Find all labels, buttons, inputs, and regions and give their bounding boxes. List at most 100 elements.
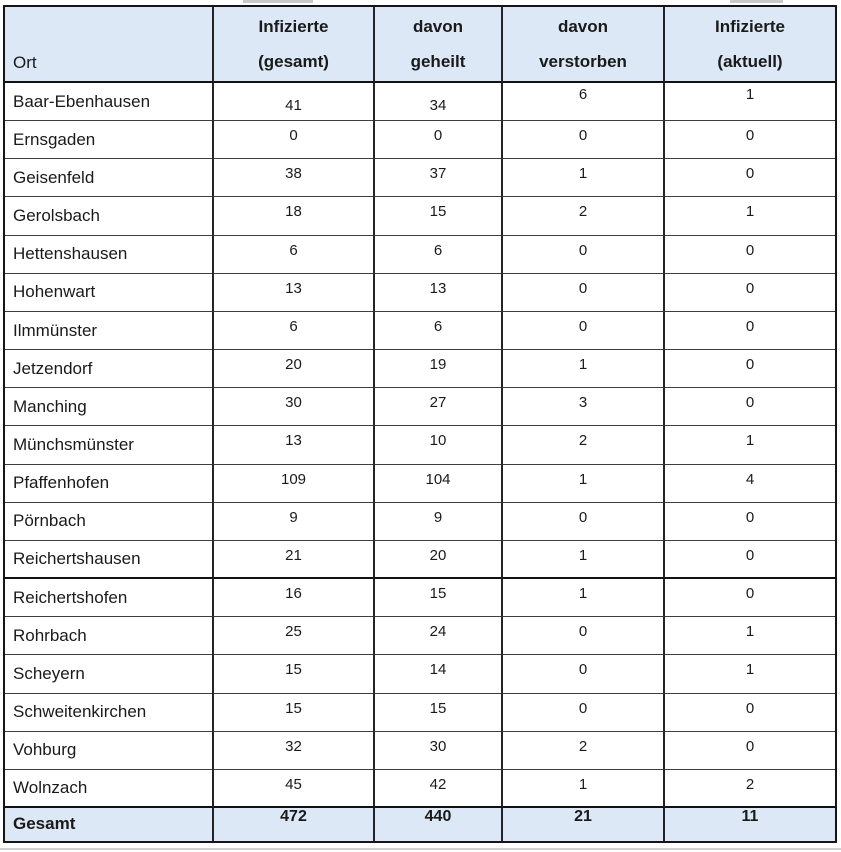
column-header-line: davon: [557, 16, 609, 36]
column-header-infizierte-gesamt: Infizierte (gesamt): [214, 7, 375, 83]
infizierte-gesamt-cell: 16: [214, 579, 375, 618]
ort-cell: Gerolsbach: [5, 197, 214, 236]
davon-geheilt-cell: 37: [375, 159, 503, 198]
column-header-infizierte-aktuell: Infizierte (aktuell): [665, 7, 835, 83]
davon-geheilt-cell: 20: [375, 540, 503, 580]
column-header-line: Infizierte: [715, 16, 785, 36]
ort-cell: Reichertshausen: [5, 540, 214, 580]
davon-geheilt-cell: 104: [375, 464, 503, 503]
column-header-ort: Ort: [5, 7, 214, 83]
ort-cell: Münchsmünster: [5, 426, 214, 465]
davon-verstorben-cell: 1: [503, 464, 665, 503]
infizierte-aktuell-cell: 0: [665, 236, 835, 274]
davon-verstorben-cell: 1: [503, 540, 665, 580]
davon-verstorben-cell: 1: [503, 769, 665, 808]
davon-verstorben-cell: 2: [503, 197, 665, 236]
davon-geheilt-cell: 6: [375, 235, 503, 274]
infizierte-aktuell-cell: 2: [665, 770, 835, 808]
infizierte-aktuell-cell: 1: [665, 655, 835, 694]
infizierte-aktuell-cell: 0: [665, 694, 835, 732]
davon-geheilt-cell: 13: [375, 273, 503, 312]
ort-cell: Hohenwart: [5, 273, 214, 312]
ort-cell: Ernsgaden: [5, 121, 214, 160]
davon-verstorben-cell: 1: [503, 159, 665, 198]
davon-geheilt-cell: 6: [375, 311, 503, 351]
ort-cell: Pörnbach: [5, 502, 214, 541]
davon-geheilt-cell: 24: [375, 617, 503, 656]
ort-cell: Hettenshausen: [5, 235, 214, 274]
infizierte-aktuell-cell: 0: [665, 121, 835, 160]
davon-verstorben-cell: 3: [503, 388, 665, 427]
page-top-artifact-right: [730, 0, 783, 3]
davon-verstorben-cell: 0: [503, 502, 665, 541]
davon-geheilt-cell: 10: [375, 426, 503, 465]
davon-geheilt-cell: 9: [375, 502, 503, 541]
infizierte-aktuell-cell: 1: [665, 83, 835, 122]
infizierte-aktuell-cell: 0: [665, 579, 835, 618]
ort-cell: Ilmmünster: [5, 311, 214, 351]
infizierte-gesamt-cell: 9: [214, 502, 375, 541]
ort-cell: Pfaffenhofen: [5, 464, 214, 503]
ort-cell: Wolnzach: [5, 769, 214, 808]
davon-verstorben-cell: 0: [503, 655, 665, 694]
page-bottom-artifact: [0, 848, 841, 850]
infizierte-gesamt-cell: 13: [214, 273, 375, 312]
davon-verstorben-cell: 0: [503, 235, 665, 274]
infizierte-gesamt-cell: 15: [214, 693, 375, 732]
infizierte-aktuell-cell: 0: [665, 274, 835, 312]
infection-statistics-table: Ort Infizierte (gesamt) davon geheilt da…: [3, 5, 837, 843]
davon-geheilt-cell: 42: [375, 769, 503, 808]
davon-geheilt-cell: 19: [375, 350, 503, 389]
davon-geheilt-cell: 34: [375, 83, 503, 122]
davon-verstorben-cell: 0: [503, 121, 665, 160]
infizierte-gesamt-cell: 30: [214, 388, 375, 427]
infizierte-gesamt-cell: 38: [214, 159, 375, 198]
infizierte-gesamt-cell: 32: [214, 731, 375, 770]
infizierte-gesamt-cell: 45: [214, 769, 375, 808]
infizierte-aktuell-cell: 0: [665, 312, 835, 351]
infizierte-aktuell-cell: 4: [665, 465, 835, 503]
infizierte-gesamt-cell: 25: [214, 617, 375, 656]
davon-verstorben-cell: 2: [503, 731, 665, 770]
davon-geheilt-cell: 15: [375, 197, 503, 236]
ort-cell: Jetzendorf: [5, 350, 214, 389]
davon-geheilt-cell: 0: [375, 121, 503, 160]
infizierte-aktuell-cell: 0: [665, 732, 835, 770]
infizierte-aktuell-cell: 1: [665, 426, 835, 465]
davon-verstorben-cell: 0: [503, 273, 665, 312]
infizierte-aktuell-cell: 0: [665, 388, 835, 427]
column-header-line: (gesamt): [258, 51, 329, 71]
totals-aktuell-cell: 11: [665, 807, 835, 841]
davon-geheilt-cell: 30: [375, 731, 503, 770]
davon-verstorben-cell: 6: [503, 83, 665, 122]
column-header-line: verstorben: [539, 51, 627, 71]
infizierte-gesamt-cell: 21: [214, 540, 375, 580]
davon-geheilt-cell: 14: [375, 655, 503, 694]
davon-geheilt-cell: 15: [375, 693, 503, 732]
column-header-line: (aktuell): [717, 51, 783, 71]
infizierte-aktuell-cell: 0: [665, 159, 835, 198]
infizierte-gesamt-cell: 6: [214, 235, 375, 274]
infizierte-aktuell-cell: 1: [665, 197, 835, 236]
ort-cell: Manching: [5, 388, 214, 427]
page-top-artifact-left: [243, 0, 313, 3]
column-header-davon-verstorben: davon verstorben: [503, 7, 665, 83]
infizierte-gesamt-cell: 15: [214, 655, 375, 694]
column-header-ort-label: Ort: [13, 53, 37, 72]
infizierte-gesamt-cell: 6: [214, 311, 375, 351]
column-header-line: Infizierte: [258, 16, 329, 36]
infizierte-aktuell-cell: 0: [665, 350, 835, 389]
ort-cell: Reichertshofen: [5, 579, 214, 618]
infizierte-gesamt-cell: 109: [214, 464, 375, 503]
ort-cell: Rohrbach: [5, 617, 214, 656]
ort-cell: Schweitenkirchen: [5, 693, 214, 732]
davon-verstorben-cell: 2: [503, 426, 665, 465]
davon-verstorben-cell: 0: [503, 617, 665, 656]
infizierte-aktuell-cell: 0: [665, 503, 835, 541]
infizierte-gesamt-cell: 18: [214, 197, 375, 236]
totals-label: Gesamt: [5, 807, 214, 841]
column-header-davon-geheilt: davon geheilt: [375, 7, 503, 83]
infizierte-gesamt-cell: 41: [214, 83, 375, 122]
ort-cell: Geisenfeld: [5, 159, 214, 198]
totals-verstorben-cell: 21: [503, 807, 665, 841]
